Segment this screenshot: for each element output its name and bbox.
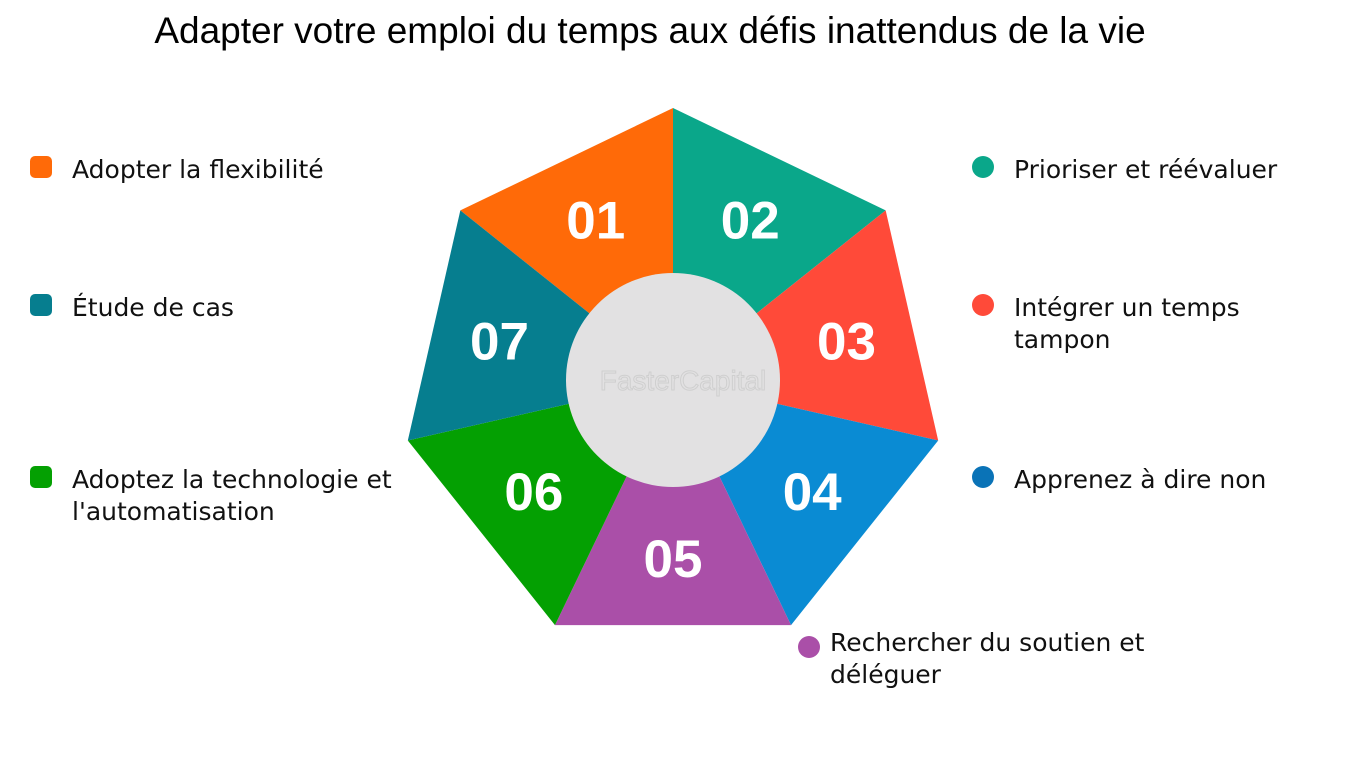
segment-number-03: 03 [817,312,876,371]
segment-number-02: 02 [721,192,780,251]
legend-item-07: Étude de cas [30,292,234,324]
legend-label-03: Intégrer un temps tampon [1014,293,1240,354]
legend-item-03: Intégrer un temps tampon [972,292,1274,356]
legend-item-02: Prioriser et réévaluer [972,154,1277,186]
legend-label-02: Prioriser et réévaluer [1014,155,1278,184]
segment-number-05: 05 [644,530,703,589]
segment-number-01: 01 [566,192,625,251]
legend-label-01: Adopter la flexibilité [72,155,324,184]
legend-swatch-03 [972,294,994,316]
legend-label-04: Apprenez à dire non [1014,465,1267,494]
watermark-text: FasterCapital [600,365,767,396]
legend-swatch-02 [972,156,994,178]
center-circle [566,273,780,487]
segment-number-07: 07 [470,312,529,371]
legend-swatch-06 [30,466,52,488]
legend-item-01: Adopter la flexibilité [30,154,324,186]
legend-swatch-05 [798,636,820,658]
legend-label-06: Adoptez la technologie et l'automatisati… [72,465,392,526]
legend-label-07: Étude de cas [72,293,234,322]
legend-label-05: Rechercher du soutien et déléguer [830,628,1145,689]
page-title: Adapter votre emploi du temps aux défis … [154,10,1146,51]
segment-number-04: 04 [783,463,842,522]
legend-swatch-01 [30,156,52,178]
legend-item-06: Adoptez la technologie et l'automatisati… [30,464,412,528]
legend-item-04: Apprenez à dire non [972,464,1266,496]
legend-swatch-04 [972,466,994,488]
segment-number-06: 06 [504,463,563,522]
wheel-segment-05 [554,380,792,626]
legend-swatch-07 [30,294,52,316]
legend-item-05: Rechercher du soutien et déléguer [798,627,1160,691]
